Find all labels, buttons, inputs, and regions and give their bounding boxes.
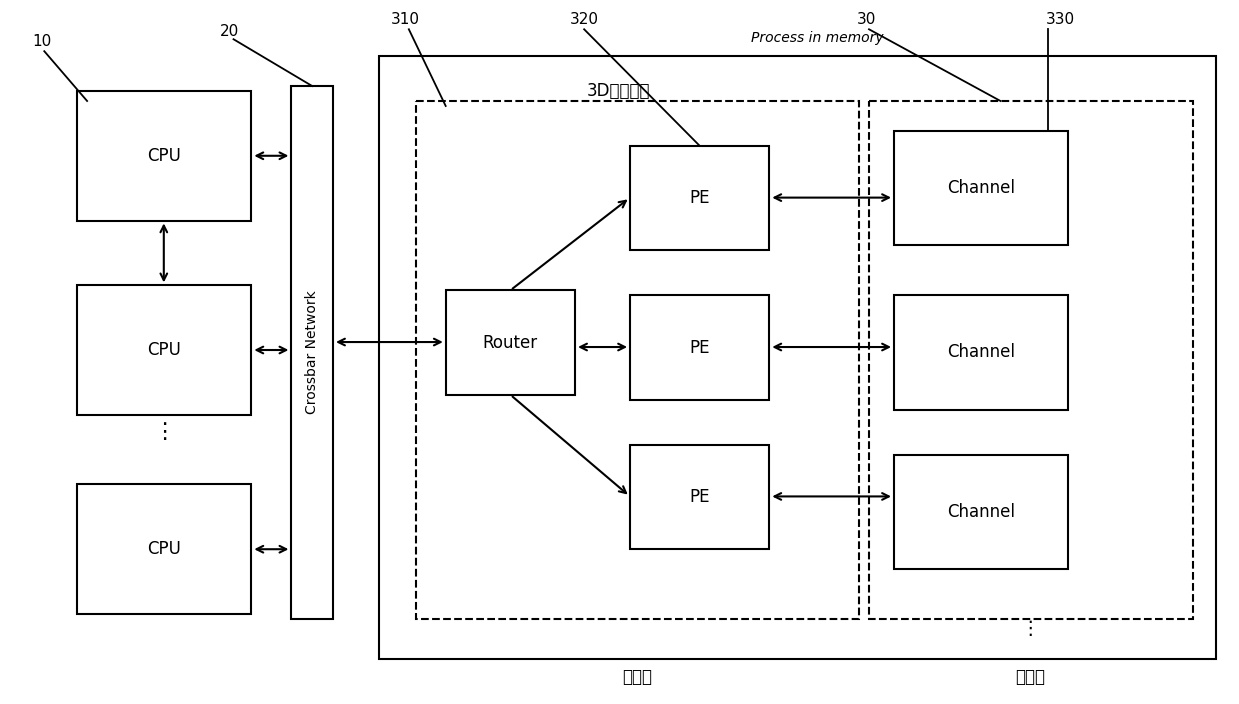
Bar bbox=[446, 290, 575, 395]
Text: 10: 10 bbox=[32, 34, 52, 49]
Text: ⋮: ⋮ bbox=[1021, 620, 1040, 639]
Text: PE: PE bbox=[689, 488, 710, 506]
Bar bbox=[629, 146, 769, 251]
Text: Channel: Channel bbox=[947, 179, 1015, 197]
Text: Crossbar Network: Crossbar Network bbox=[305, 290, 320, 414]
Bar bbox=[893, 131, 1068, 246]
Text: ⋮: ⋮ bbox=[152, 422, 175, 441]
Bar bbox=[291, 86, 333, 619]
Text: Channel: Channel bbox=[947, 344, 1015, 361]
Text: 20: 20 bbox=[219, 24, 239, 39]
Text: 330: 330 bbox=[1046, 12, 1075, 27]
Text: 存储层: 存储层 bbox=[1016, 667, 1046, 686]
Text: CPU: CPU bbox=[147, 341, 181, 359]
Text: PE: PE bbox=[689, 339, 710, 356]
Bar bbox=[77, 91, 252, 220]
Bar bbox=[77, 285, 252, 415]
Bar bbox=[77, 484, 252, 614]
Bar bbox=[893, 295, 1068, 410]
Text: 逻辑层: 逻辑层 bbox=[622, 667, 652, 686]
Bar bbox=[629, 295, 769, 400]
Text: 310: 310 bbox=[392, 12, 420, 27]
Text: 30: 30 bbox=[857, 12, 876, 27]
Text: PE: PE bbox=[689, 189, 710, 207]
Bar bbox=[869, 101, 1193, 619]
Text: 320: 320 bbox=[570, 12, 600, 27]
Text: Channel: Channel bbox=[947, 503, 1015, 521]
Text: CPU: CPU bbox=[147, 540, 181, 558]
Bar bbox=[379, 56, 1215, 659]
Text: Router: Router bbox=[483, 334, 538, 351]
Text: CPU: CPU bbox=[147, 146, 181, 165]
Bar bbox=[416, 101, 859, 619]
Text: 3D堆叠内存: 3D堆叠内存 bbox=[586, 82, 649, 100]
Bar bbox=[629, 445, 769, 549]
Bar bbox=[893, 455, 1068, 569]
Text: Process in memory: Process in memory bbox=[751, 31, 883, 45]
